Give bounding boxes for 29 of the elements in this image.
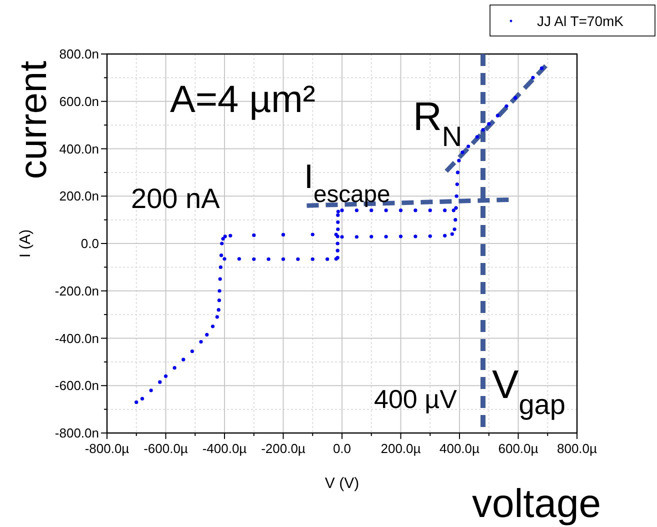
y-tick-label: 0.0	[80, 236, 99, 251]
y-tick-label: -800.0n	[54, 426, 99, 440]
annotation: V$_{gap}$	[492, 363, 566, 420]
text: JJ Al T=70mK	[537, 13, 624, 29]
text: current	[13, 60, 55, 180]
x-axis-title: V (V)	[324, 475, 360, 492]
x-tick-label: -200.0µ	[261, 441, 306, 456]
annotation: 200 nA	[131, 183, 220, 214]
y-tick-label: -600.0n	[54, 378, 99, 394]
y-tick-label: 200.0n	[59, 188, 99, 204]
annotation: 400 µV	[374, 384, 458, 414]
x-tick-label: 200.0µ	[380, 441, 422, 456]
x-tick-label: -800.0µ	[84, 441, 130, 456]
x-tick-label: 400.0µ	[439, 441, 480, 456]
x-tick-label: 800.0µ	[556, 441, 598, 456]
y-tick-label: 400.0n	[59, 141, 99, 156]
x-tick-label: 0.0	[332, 441, 352, 456]
x-tick-label: -600.0µ	[144, 441, 188, 456]
y-tick-label: 800.0n	[59, 46, 99, 62]
x-tick-label: -400.0µ	[202, 441, 248, 456]
annotation: A=4 µm²	[170, 79, 316, 121]
annotation: I$_{escape}$	[304, 158, 390, 208]
y-tick-label: -400.0n	[54, 330, 99, 346]
y-tick-label: 600.0n	[59, 94, 99, 109]
text: voltage	[472, 482, 601, 526]
y-tick-label: -200.0n	[54, 283, 99, 298]
x-tick-label: 600.0µ	[498, 441, 539, 456]
annotation: R$_{N}$	[413, 95, 462, 152]
y-axis-title: I (A)	[17, 229, 34, 258]
